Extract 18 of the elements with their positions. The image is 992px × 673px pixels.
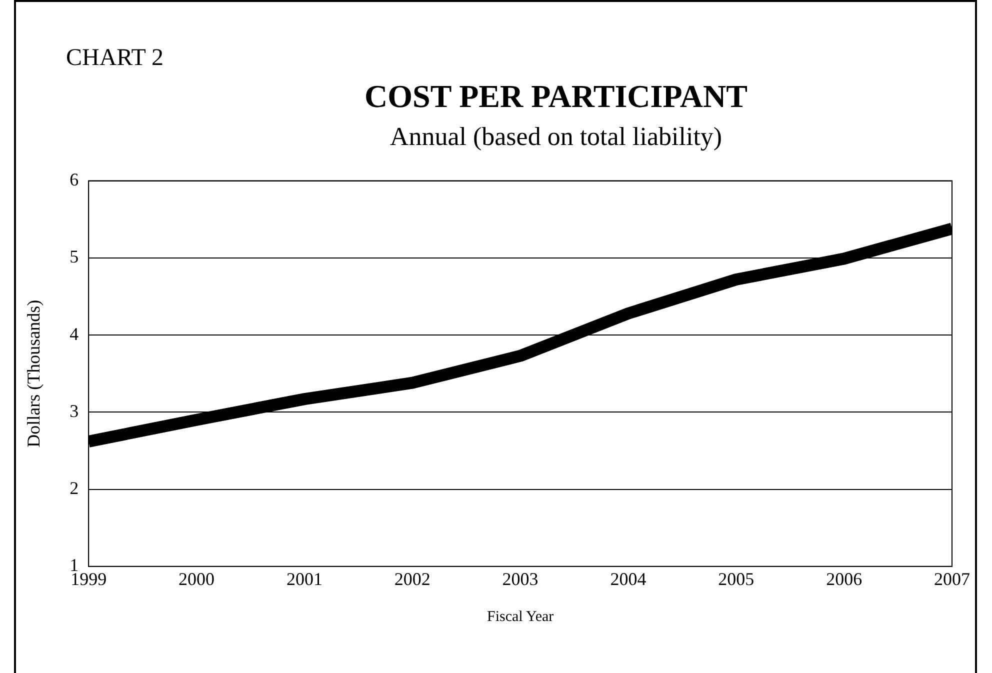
y-tick-label: 2: [70, 478, 79, 498]
caption: CHART 2: [66, 45, 164, 72]
y-tick-label: 4: [70, 324, 79, 344]
x-tick-label: 2005: [718, 568, 754, 589]
y-tick-label: 3: [70, 400, 79, 421]
x-tick-label: 2004: [610, 568, 646, 589]
x-tick-label: 2000: [178, 568, 215, 589]
x-tick-label: 2003: [502, 568, 538, 589]
chart-title: COST PER PARTICIPANT: [364, 78, 748, 115]
chart-subtitle: Annual (based on total liability): [388, 122, 724, 152]
y-tick-label: 6: [70, 170, 79, 190]
x-tick-label: 2002: [394, 568, 430, 589]
x-axis-title: Fiscal Year: [486, 608, 554, 625]
x-tick-label: 2007: [934, 568, 970, 589]
x-tick-label: 2006: [826, 568, 862, 589]
x-tick-label: 2001: [286, 568, 322, 589]
y-tick-label: 5: [70, 246, 79, 267]
y-axis-title: Dollars (Thousands): [24, 300, 44, 448]
